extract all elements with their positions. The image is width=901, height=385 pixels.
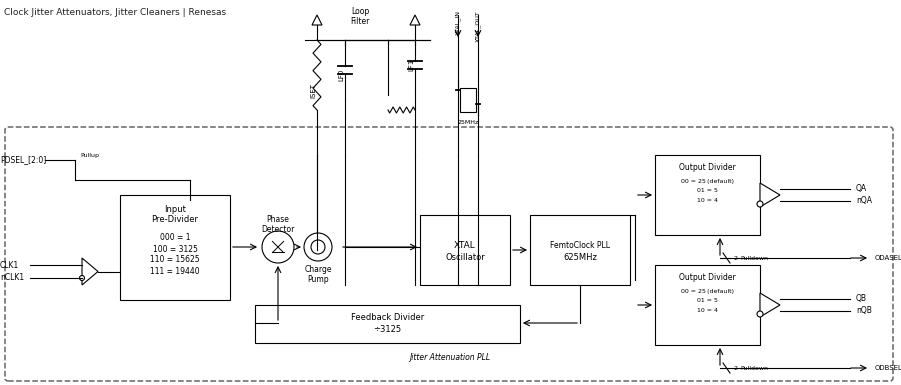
Polygon shape (410, 15, 420, 25)
Bar (420, 215, 510, 285)
Text: 25MHz: 25MHz (458, 119, 478, 124)
Text: XTAL: XTAL (454, 241, 476, 249)
Text: Input: Input (164, 206, 186, 214)
Text: ÷3125: ÷3125 (373, 325, 402, 335)
Text: 000 = 1: 000 = 1 (159, 233, 190, 243)
Text: 00 = 25 (default): 00 = 25 (default) (681, 179, 734, 184)
Text: FemtoClock PLL: FemtoClock PLL (550, 241, 610, 249)
Text: Pulldown: Pulldown (740, 365, 768, 370)
Polygon shape (312, 15, 322, 25)
Text: QB: QB (856, 295, 867, 303)
Text: Jitter Attenuation PLL: Jitter Attenuation PLL (409, 353, 490, 363)
Text: LF0: LF0 (338, 69, 344, 81)
Text: ODASEL_[1:0]: ODASEL_[1:0] (875, 254, 901, 261)
Text: 2: 2 (733, 256, 737, 261)
Circle shape (311, 240, 325, 254)
Circle shape (79, 276, 85, 281)
Text: nQB: nQB (856, 306, 872, 315)
Bar (120, 195, 230, 300)
Text: Feedback Divider: Feedback Divider (350, 313, 424, 323)
Text: PDSEL_[2:0]: PDSEL_[2:0] (0, 156, 46, 164)
Bar (460, 88, 476, 112)
Text: Filter: Filter (350, 17, 369, 25)
Circle shape (757, 201, 763, 207)
Circle shape (304, 233, 332, 261)
Text: 10 = 4: 10 = 4 (697, 199, 718, 204)
Text: Clock Jitter Attenuators, Jitter Cleaners | Renesas: Clock Jitter Attenuators, Jitter Cleaner… (4, 8, 226, 17)
Text: Phase: Phase (267, 216, 289, 224)
Bar (655, 265, 760, 345)
Text: 110 = 15625: 110 = 15625 (150, 256, 200, 264)
Bar (255, 305, 520, 343)
Text: 111 = 19440: 111 = 19440 (150, 266, 200, 276)
Text: ODBSEL_[1:0]: ODBSEL_[1:0] (875, 365, 901, 372)
Polygon shape (760, 293, 780, 317)
Text: Pre-Divider: Pre-Divider (151, 216, 198, 224)
Text: Pullup: Pullup (80, 152, 99, 157)
Text: Loop: Loop (350, 7, 369, 17)
Text: 00 = 25 (default): 00 = 25 (default) (681, 288, 734, 293)
Text: 01 = 5: 01 = 5 (697, 189, 718, 194)
Text: nCLK1: nCLK1 (0, 273, 24, 283)
Text: Detector: Detector (261, 224, 295, 233)
Text: XTAL_OUT: XTAL_OUT (475, 10, 481, 42)
Text: 01 = 5: 01 = 5 (697, 298, 718, 303)
Text: CLK1: CLK1 (0, 261, 19, 270)
Text: XTAL_IN: XTAL_IN (455, 10, 460, 35)
Text: ISET: ISET (310, 82, 316, 97)
Text: 625MHz: 625MHz (563, 253, 597, 261)
Bar (655, 155, 760, 235)
Text: 100 = 3125: 100 = 3125 (152, 244, 197, 253)
Text: Output Divider: Output Divider (679, 273, 736, 283)
Text: 10 = 4: 10 = 4 (697, 308, 718, 313)
Polygon shape (760, 183, 780, 207)
Bar (530, 215, 630, 285)
Text: LF1: LF1 (408, 59, 414, 71)
Text: nQA: nQA (856, 196, 872, 206)
Text: Pump: Pump (307, 275, 329, 283)
Circle shape (262, 231, 294, 263)
Polygon shape (82, 258, 98, 285)
Text: 2: 2 (733, 365, 737, 370)
Text: Charge: Charge (305, 266, 332, 275)
Circle shape (757, 311, 763, 317)
Text: Pulldown: Pulldown (740, 256, 768, 261)
Text: Output Divider: Output Divider (679, 164, 736, 172)
Text: QA: QA (856, 184, 867, 194)
Text: Oscillator: Oscillator (445, 253, 485, 261)
